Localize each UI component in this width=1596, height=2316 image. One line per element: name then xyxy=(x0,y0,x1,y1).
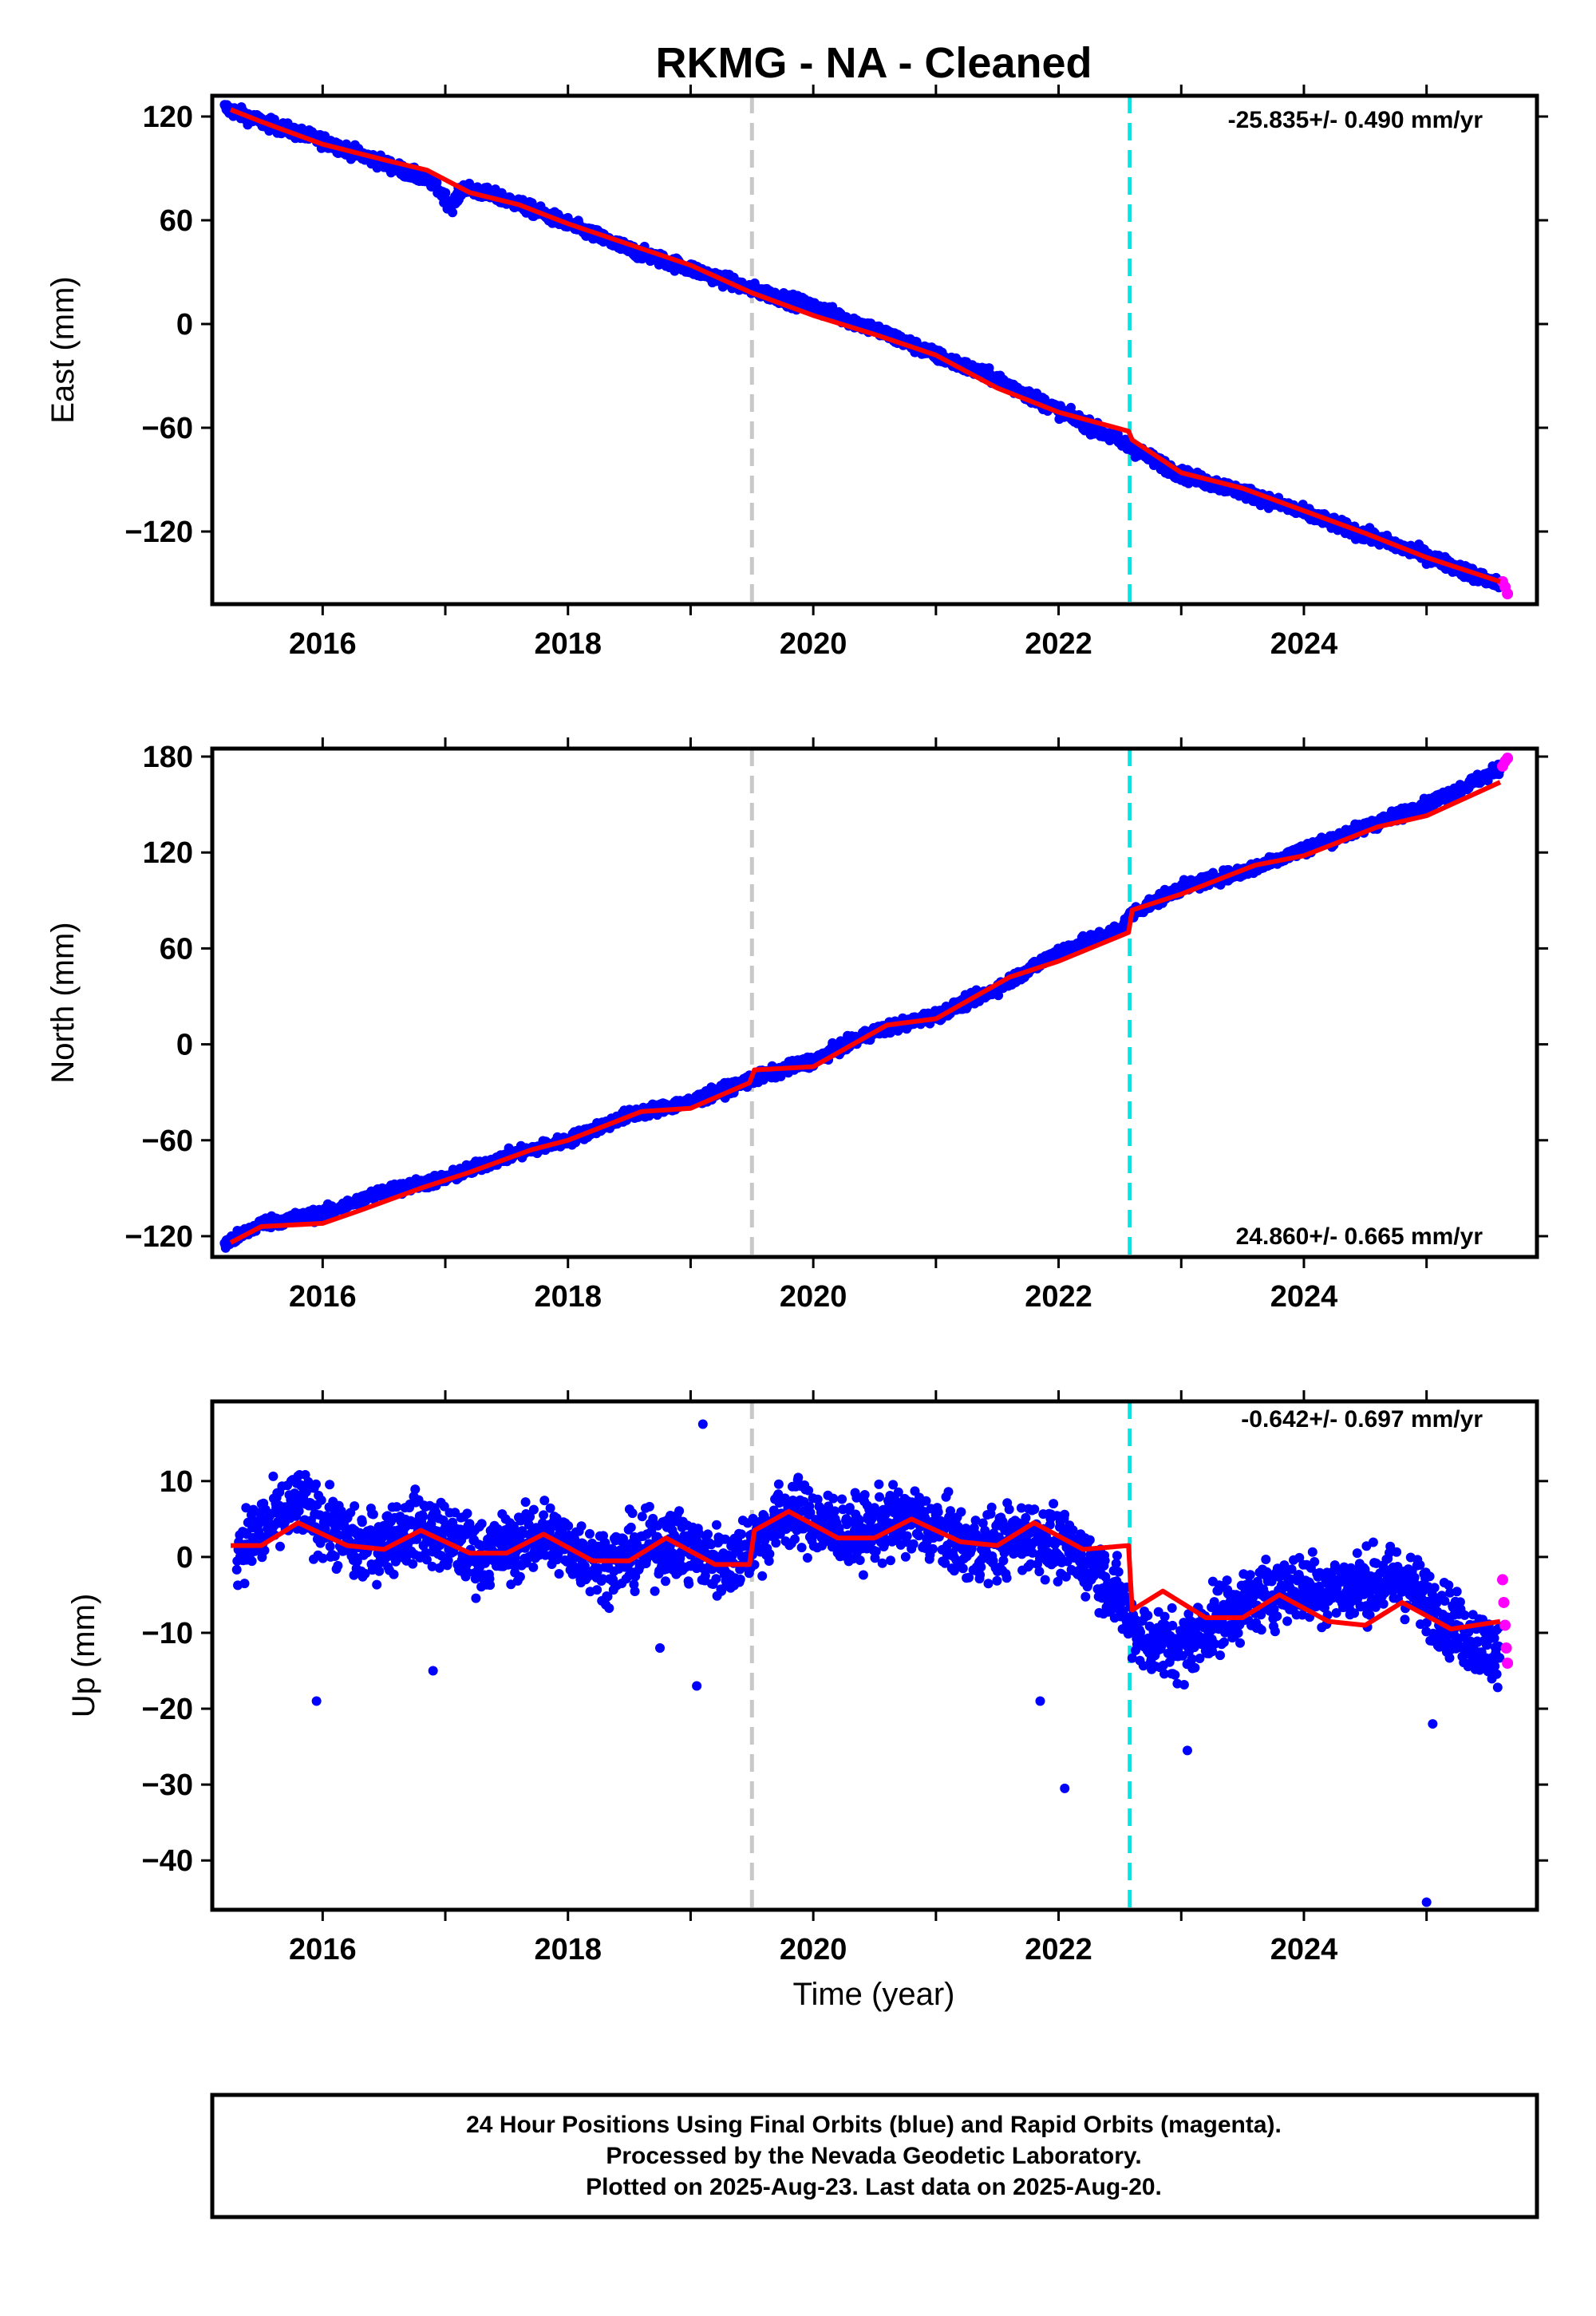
rapid-orbit-point xyxy=(1502,588,1514,599)
final-orbit-point xyxy=(448,207,458,218)
final-orbit-point xyxy=(268,1471,279,1481)
final-orbit-point xyxy=(316,1495,326,1505)
x-tick-label: 2016 xyxy=(289,1280,357,1314)
final-orbit-point xyxy=(432,177,442,188)
final-orbit-point xyxy=(350,1501,360,1512)
y-tick-label: −60 xyxy=(142,412,193,445)
y-tick-label: −120 xyxy=(124,516,193,549)
final-orbit-point xyxy=(389,1569,399,1579)
x-tick-label: 2016 xyxy=(289,627,357,661)
x-tick-label: 2020 xyxy=(780,627,847,661)
final-orbit-point xyxy=(357,1517,367,1528)
y-tick-label: 120 xyxy=(143,836,193,870)
final-orbit-point xyxy=(408,1559,418,1569)
y-tick-label: 120 xyxy=(143,101,193,134)
y-tick-label: 60 xyxy=(160,204,193,238)
final-orbit-points xyxy=(219,100,1505,593)
figure-title: RKMG - NA - Cleaned xyxy=(655,39,1092,87)
final-orbit-point xyxy=(333,1560,343,1571)
north-panel: 180 120 60 0 −60 −120 2016 2018 2020 2022 2024 24.8… xyxy=(45,737,1548,1314)
x-tick-label: 2020 xyxy=(780,1280,847,1314)
final-orbit-point xyxy=(311,1479,321,1489)
y-axis-label: East (mm) xyxy=(45,276,81,423)
final-orbit-point xyxy=(294,1506,304,1516)
y-tick-label: −60 xyxy=(142,1124,193,1158)
final-orbit-point xyxy=(231,1564,242,1575)
x-tick-label: 2018 xyxy=(534,627,602,661)
x-tick-label: 2022 xyxy=(1025,627,1092,661)
final-orbit-points xyxy=(219,759,1505,1253)
final-orbit-point xyxy=(372,1579,382,1590)
final-orbit-point xyxy=(462,1508,472,1519)
y-tick-label: 0 xyxy=(176,308,193,342)
final-orbit-point xyxy=(368,1509,378,1520)
final-orbit-point xyxy=(392,1502,402,1512)
y-tick-label: 180 xyxy=(143,741,193,774)
final-orbit-point xyxy=(410,1484,421,1495)
rate-label: -25.835+/- 0.490 mm/yr xyxy=(1228,107,1483,133)
final-orbit-point xyxy=(325,1480,335,1490)
final-orbit-points xyxy=(231,1419,1505,1907)
final-orbit-point xyxy=(247,1556,257,1567)
y-tick-label: 0 xyxy=(176,1029,193,1062)
model-fit-line xyxy=(229,780,1502,1245)
y-tick-label: −120 xyxy=(124,1220,193,1254)
final-orbit-point xyxy=(239,1579,250,1589)
east-panel: 120 60 0 −60 −120 2016 2018 2020 2022 2024 -25.835… xyxy=(45,85,1548,661)
x-tick-label: 2022 xyxy=(1025,1280,1092,1314)
final-orbit-point xyxy=(418,1512,428,1522)
x-tick-label: 2024 xyxy=(1270,627,1338,661)
rapid-orbit-point xyxy=(1502,753,1514,765)
y-axis-label: North (mm) xyxy=(45,922,81,1083)
x-tick-label: 2024 xyxy=(1270,1280,1338,1314)
rate-label: 24.860+/- 0.665 mm/yr xyxy=(1236,1223,1483,1250)
final-orbit-point xyxy=(374,1566,385,1576)
y-tick-label: 60 xyxy=(160,932,193,966)
final-orbit-point xyxy=(325,1541,335,1551)
x-tick-label: 2018 xyxy=(534,1280,602,1314)
final-orbit-point xyxy=(275,1541,285,1551)
